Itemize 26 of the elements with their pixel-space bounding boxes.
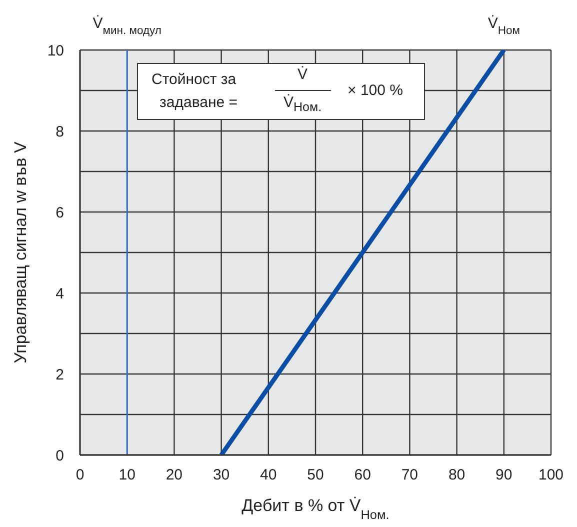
x-tick-label: 30 xyxy=(212,466,230,484)
x-tick-label: 80 xyxy=(448,466,466,484)
annotation: Стойност за xyxy=(152,71,236,88)
annotation: V̇$_{Ном.}$ xyxy=(282,94,323,114)
y-axis-title: Управляващ сигнал w във V xyxy=(11,140,30,364)
x-tick-label: 60 xyxy=(354,466,371,484)
x-tick-label: 20 xyxy=(166,466,183,484)
x-tick-label: 70 xyxy=(401,466,418,484)
x-tick-label: 90 xyxy=(496,466,512,484)
y-tick-label: 0 xyxy=(56,447,64,464)
ref-line-label: V̇$_{мин. модул}$ xyxy=(92,14,162,37)
x-axis-title: Дебит в % от V̇$_{Ном.}$ xyxy=(242,496,390,522)
annotation: V̇ xyxy=(296,66,309,83)
y-tick-label: 8 xyxy=(56,123,64,140)
x-tick-label: 10 xyxy=(118,466,136,484)
x-tick-label: 0 xyxy=(76,466,84,484)
x-tick-label: 40 xyxy=(260,466,277,484)
annotation: задаване = xyxy=(160,94,238,111)
y-tick-label: 4 xyxy=(56,285,64,302)
y-tick-label: 2 xyxy=(56,366,64,384)
annotation: V̇$_{Ном}$ xyxy=(488,14,520,37)
y-tick-label: 6 xyxy=(56,204,64,222)
x-tick-label: 100 xyxy=(538,466,564,484)
annotation: × 100 % xyxy=(348,82,403,99)
y-tick-label: 10 xyxy=(47,42,64,60)
x-tick-label: 50 xyxy=(307,466,324,484)
